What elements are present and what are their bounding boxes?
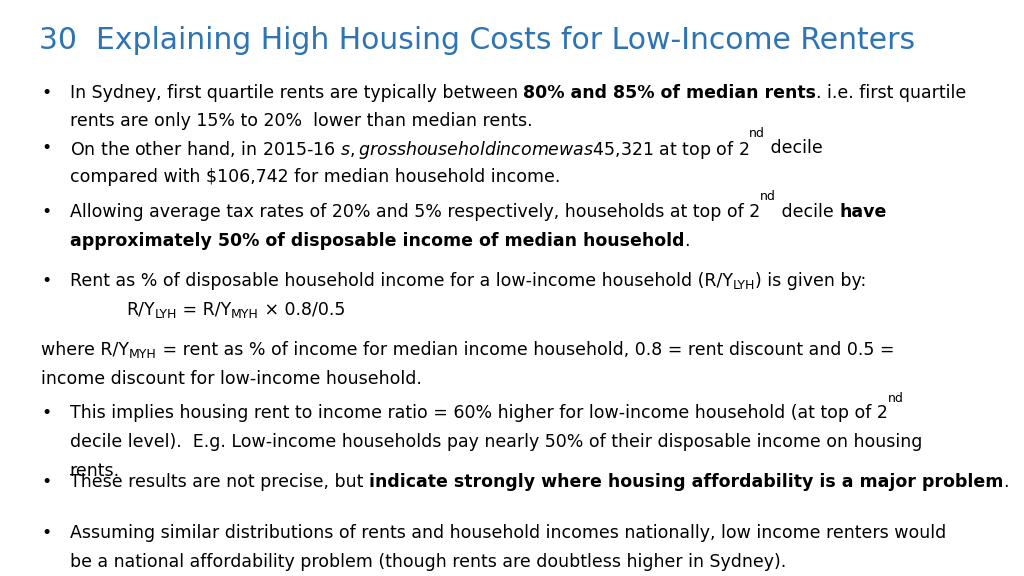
Text: 30  Explaining High Housing Costs for Low-Income Renters: 30 Explaining High Housing Costs for Low… [39, 26, 915, 55]
Text: 80% and 85% of median rents: 80% and 85% of median rents [523, 84, 816, 101]
Text: have: have [839, 203, 887, 221]
Text: Assuming similar distributions of rents and household incomes nationally, low in: Assuming similar distributions of rents … [70, 524, 946, 542]
Text: •: • [41, 84, 51, 101]
Text: In Sydney, first quartile rents are typically between: In Sydney, first quartile rents are typi… [70, 84, 523, 101]
Text: = R/Y: = R/Y [177, 301, 231, 319]
Text: On the other hand, in 2015-16 $s, gross household income was $45,321 at top of 2: On the other hand, in 2015-16 $s, gross … [70, 139, 749, 161]
Text: •: • [41, 404, 51, 422]
Text: where R/Y: where R/Y [41, 341, 129, 359]
Text: approximately 50% of disposable income of median household: approximately 50% of disposable income o… [70, 232, 684, 249]
Text: decile: decile [765, 139, 822, 157]
Text: ) is given by:: ) is given by: [755, 272, 866, 290]
Text: Allowing average tax rates of 20% and 5% respectively, households at top of 2: Allowing average tax rates of 20% and 5%… [70, 203, 760, 221]
Text: .: . [1002, 473, 1009, 491]
Text: × 0.8/0.5: × 0.8/0.5 [259, 301, 345, 319]
Text: •: • [41, 473, 51, 491]
Text: .: . [684, 232, 689, 249]
Text: indicate strongly where housing affordability is a major problem: indicate strongly where housing affordab… [369, 473, 1002, 491]
Text: LYH: LYH [155, 308, 177, 321]
Text: rents.: rents. [70, 462, 120, 480]
Text: •: • [41, 203, 51, 221]
Text: decile level).  E.g. Low-income households pay nearly 50% of their disposable in: decile level). E.g. Low-income household… [70, 433, 922, 451]
Text: These results are not precise, but: These results are not precise, but [70, 473, 369, 491]
Text: MYH: MYH [231, 308, 259, 321]
Text: nd: nd [760, 190, 776, 203]
Text: income discount for low-income household.: income discount for low-income household… [41, 370, 422, 388]
Text: = rent as % of income for median income household, 0.8 = rent discount and 0.5 =: = rent as % of income for median income … [157, 341, 894, 359]
Text: MYH: MYH [129, 348, 157, 362]
Text: compared with $106,742 for median household income.: compared with $106,742 for median househ… [70, 168, 560, 186]
Text: rents are only 15% to 20%  lower than median rents.: rents are only 15% to 20% lower than med… [70, 112, 532, 130]
Text: be a national affordability problem (though rents are doubtless higher in Sydney: be a national affordability problem (tho… [70, 553, 785, 571]
Text: . i.e. first quartile: . i.e. first quartile [816, 84, 967, 101]
Text: Rent as % of disposable household income for a low-income household (R/Y: Rent as % of disposable household income… [70, 272, 732, 290]
Text: •: • [41, 524, 51, 542]
Text: decile: decile [776, 203, 839, 221]
Text: •: • [41, 272, 51, 290]
Text: LYH: LYH [732, 279, 755, 293]
Text: R/Y: R/Y [126, 301, 155, 319]
Text: •: • [41, 139, 51, 157]
Text: nd: nd [888, 392, 903, 405]
Text: nd: nd [749, 127, 765, 140]
Text: This implies housing rent to income ratio = 60% higher for low-income household : This implies housing rent to income rati… [70, 404, 888, 422]
